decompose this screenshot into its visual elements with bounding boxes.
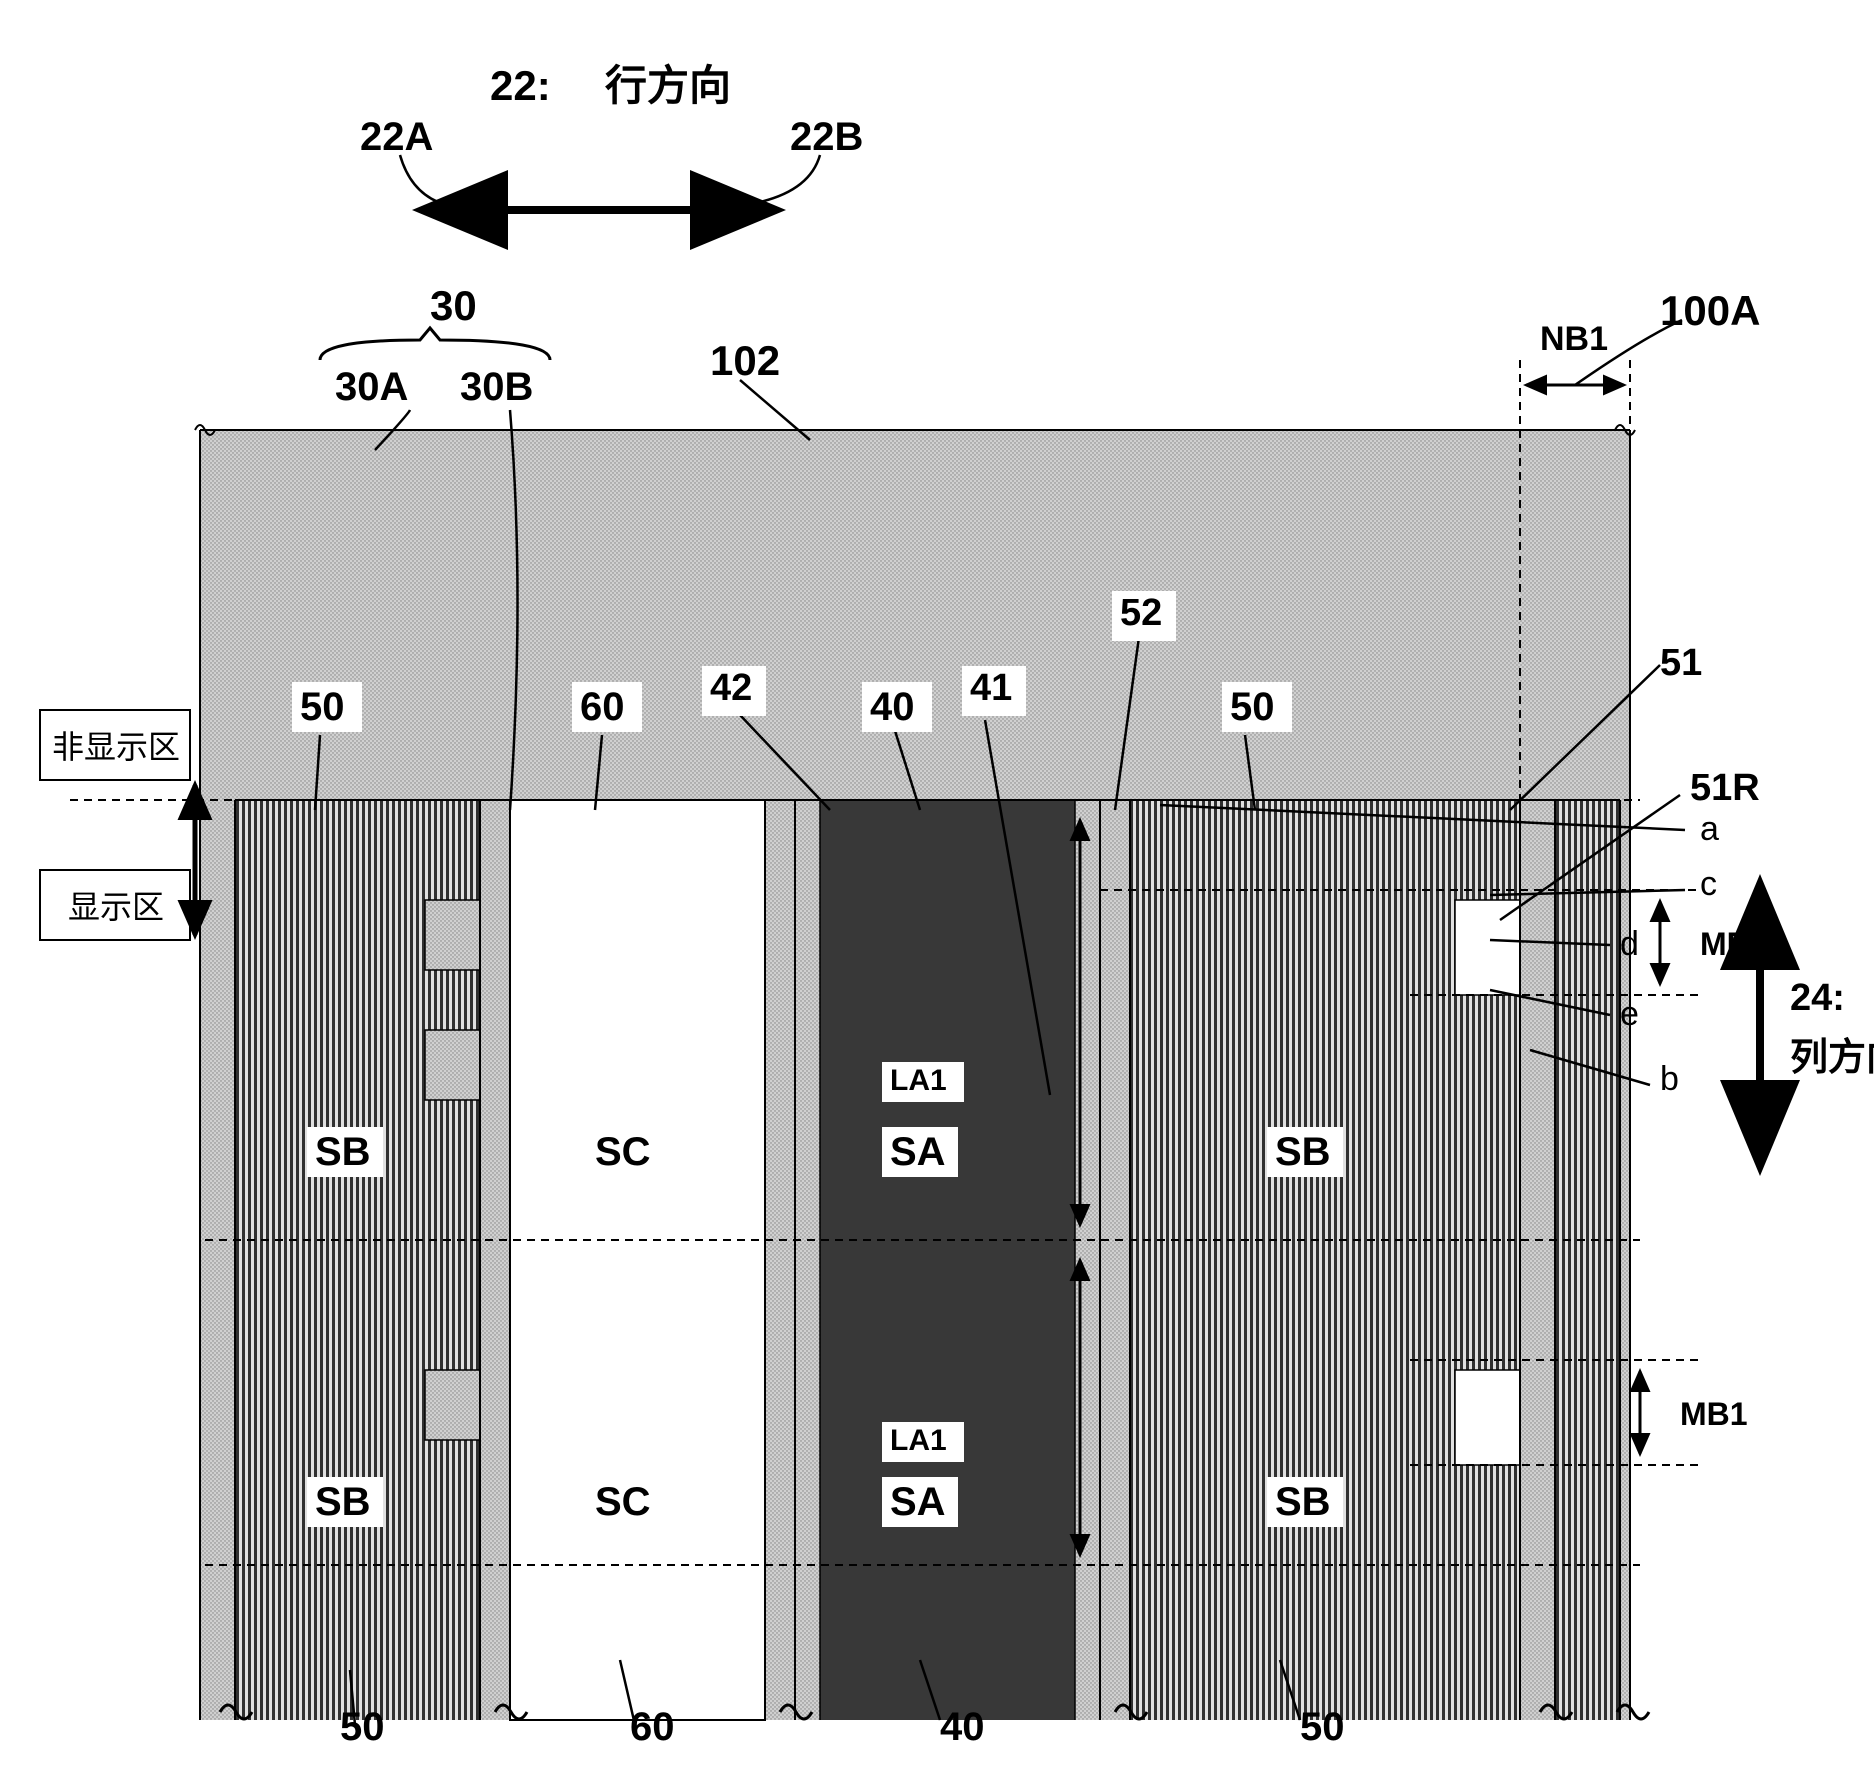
svg-text:30B: 30B	[460, 365, 533, 409]
svg-text:MB1: MB1	[1680, 1396, 1748, 1432]
svg-text:50: 50	[300, 685, 345, 729]
svg-text:51: 51	[1660, 642, 1702, 684]
svg-text:显示区: 显示区	[68, 889, 164, 925]
svg-text:非显示区: 非显示区	[52, 729, 180, 765]
svg-text:50: 50	[340, 1705, 385, 1747]
svg-text:SB: SB	[1275, 1130, 1331, 1174]
svg-text:41: 41	[970, 667, 1012, 709]
svg-text:SA: SA	[890, 1130, 946, 1174]
svg-text:SC: SC	[595, 1130, 651, 1174]
svg-text:SC: SC	[595, 1480, 651, 1524]
svg-text:a: a	[1700, 810, 1719, 848]
svg-text:c: c	[1700, 865, 1717, 903]
svg-text:MB1: MB1	[1700, 926, 1768, 962]
svg-text:d: d	[1620, 925, 1639, 963]
svg-text:b: b	[1660, 1060, 1679, 1098]
svg-text:列方向: 列方向	[1790, 1037, 1874, 1079]
svg-text:LA1: LA1	[890, 1424, 947, 1457]
svg-text:NB1: NB1	[1540, 320, 1608, 358]
technical-diagram: 22: 行方向 22A 22B 非显示区显示区 24: 列方向 50 60 40 50 30 30A 30…	[20, 20, 1874, 1747]
svg-text:42: 42	[710, 667, 752, 709]
svg-text:SB: SB	[315, 1130, 371, 1174]
svg-text:60: 60	[580, 685, 625, 729]
svg-text:30: 30	[430, 282, 477, 329]
svg-text:50: 50	[1300, 1705, 1345, 1747]
svg-text:100A: 100A	[1660, 287, 1760, 334]
svg-text:行方向: 行方向	[605, 62, 731, 109]
svg-text:22A: 22A	[360, 115, 433, 159]
svg-text:30A: 30A	[335, 365, 408, 409]
svg-text:24:: 24:	[1790, 977, 1845, 1019]
svg-text:LA1: LA1	[890, 1064, 947, 1097]
svg-text:52: 52	[1120, 592, 1162, 634]
svg-text:50: 50	[1230, 685, 1275, 729]
svg-text:SA: SA	[890, 1480, 946, 1524]
svg-text:SB: SB	[315, 1480, 371, 1524]
svg-text:22:: 22:	[490, 62, 551, 109]
svg-text:22B: 22B	[790, 115, 863, 159]
svg-text:SB: SB	[1275, 1480, 1331, 1524]
svg-text:e: e	[1620, 995, 1639, 1033]
svg-text:40: 40	[870, 685, 915, 729]
svg-text:40: 40	[940, 1705, 985, 1747]
svg-text:51R: 51R	[1690, 767, 1760, 809]
svg-text:60: 60	[630, 1705, 675, 1747]
svg-text:102: 102	[710, 337, 780, 384]
